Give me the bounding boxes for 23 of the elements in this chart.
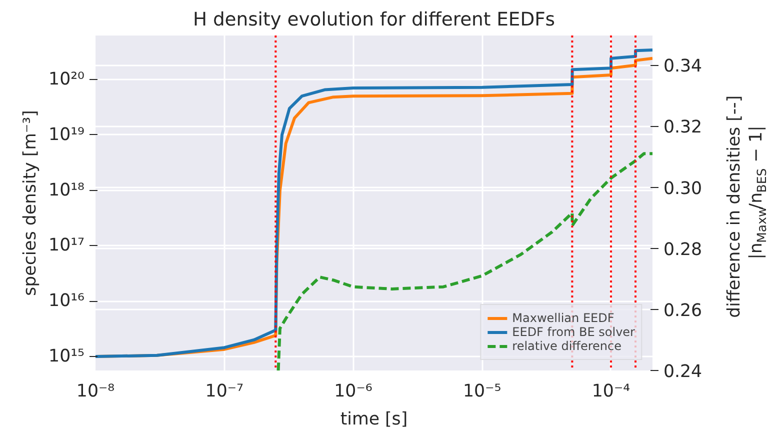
y-tick-label: 10¹⁸ xyxy=(48,180,85,200)
y-tick-label: 10¹⁶ xyxy=(48,291,85,312)
x-axis-title: time [s] xyxy=(340,410,408,430)
y2-tick-label: 0.26 xyxy=(664,300,702,321)
y2-tick-label: 0.32 xyxy=(664,118,702,138)
legend-label: Maxwellian EEDF xyxy=(512,311,614,325)
y2-tick-label: 0.30 xyxy=(664,178,702,199)
y-tick-label: 10²⁰ xyxy=(48,69,85,90)
x-tick-label: 10⁻⁴ xyxy=(592,382,630,402)
x-tick-label: 10⁻⁵ xyxy=(463,382,502,402)
y2-tick-label: 0.28 xyxy=(664,240,702,260)
y-tick-label: 10¹⁵ xyxy=(48,346,85,367)
x-tick-label: 10⁻⁸ xyxy=(76,382,115,402)
x-tick-label: 10⁻⁶ xyxy=(334,382,372,402)
legend-label: EEDF from BE solver xyxy=(512,325,635,339)
x-tick-label: 10⁻⁷ xyxy=(205,382,244,402)
y-axis-title: species density [m⁻³] xyxy=(20,110,41,296)
legend-label: relative difference xyxy=(512,339,622,353)
y-tick-label: 10¹⁷ xyxy=(48,236,85,256)
chart-title: H density evolution for different EEDFs xyxy=(192,10,556,30)
y2-tick-label: 0.24 xyxy=(664,362,702,382)
y-tick-label: 10¹⁹ xyxy=(48,124,85,145)
y2-tick-label: 0.34 xyxy=(664,56,702,77)
